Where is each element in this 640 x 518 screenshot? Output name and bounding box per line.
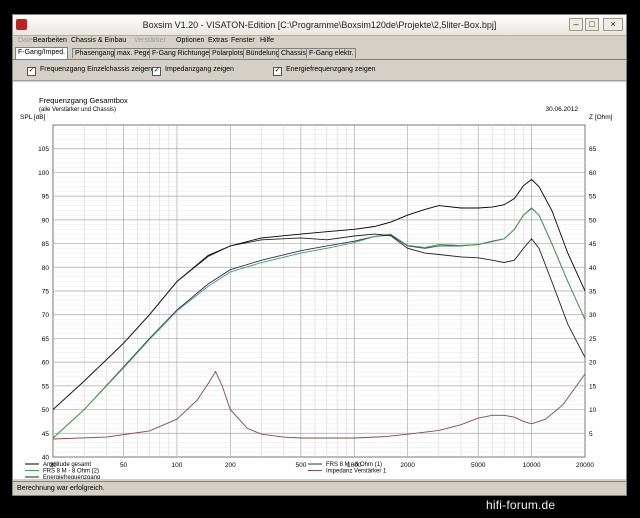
x-tick-label: 20000 bbox=[576, 462, 594, 469]
y2-tick-label: 55 bbox=[589, 194, 597, 201]
app-icon[interactable] bbox=[16, 19, 27, 30]
y2-tick-label: 40 bbox=[589, 265, 597, 272]
y-tick-label: 65 bbox=[42, 336, 50, 343]
plot-panel: Frequenzgang Gesamtbox (alle Verstärker u… bbox=[13, 82, 626, 481]
tab-fgang-elektr[interactable]: F-Gang elektr. bbox=[306, 48, 357, 58]
y2-tick-label: 10 bbox=[589, 407, 597, 414]
tab-fgang-richtungen[interactable]: F-Gang Richtungen bbox=[149, 48, 217, 58]
checkbox-einzelchassis-label: Frequenzgang Einzelchassis zeigen bbox=[40, 66, 153, 73]
chart-date: 30.06.2012 bbox=[545, 106, 578, 113]
chart-title: Frequenzgang Gesamtbox bbox=[39, 96, 128, 105]
legend-label-2: FRS 8 M - 8 Ohm (2) bbox=[43, 469, 99, 475]
y2-tick-label: 5 bbox=[589, 431, 593, 438]
options-row: ✓ Frequenzgang Einzelchassis zeigen ✓ Impe… bbox=[13, 60, 626, 81]
close-button[interactable]: × bbox=[603, 18, 623, 31]
checkbox-energiefrequenzgang-box[interactable]: ✓ bbox=[273, 67, 282, 76]
y-tick-label: 45 bbox=[42, 431, 50, 438]
menu-fenster[interactable]: Fenster bbox=[231, 37, 255, 44]
y2-axis-label: Z [Ohm] bbox=[589, 114, 613, 121]
y-tick-label: 60 bbox=[42, 360, 50, 367]
menu-extras[interactable]: Extras bbox=[208, 37, 228, 44]
menu-hilfe[interactable]: Hilfe bbox=[260, 37, 275, 44]
y2-tick-label: 25 bbox=[589, 336, 597, 343]
x-tick-label: 500 bbox=[295, 462, 306, 469]
x-tick-label: 5000 bbox=[471, 462, 486, 469]
y-tick-label: 85 bbox=[42, 241, 50, 248]
tab-fgang-imped[interactable]: F-Gang/Imped. bbox=[15, 47, 69, 59]
y-tick-label: 95 bbox=[42, 194, 50, 201]
window-title: Boxsim V1.20 - VISATON-Edition [C:\Progr… bbox=[142, 20, 497, 30]
y-tick-label: 70 bbox=[42, 312, 50, 319]
legend-label-4: Impedanz Verstärker 1 bbox=[326, 469, 387, 475]
y-axis-label: SPL [dB] bbox=[20, 114, 46, 121]
menu-verstaerker[interactable]: Verstärker bbox=[134, 37, 166, 44]
menu-chassis-einbau[interactable]: Chassis & Einbau bbox=[71, 37, 127, 44]
tab-phasengang[interactable]: Phasengang bbox=[72, 48, 118, 58]
x-tick-label: 1000 bbox=[347, 462, 362, 469]
x-tick-label: 10000 bbox=[523, 462, 541, 469]
menu-optionen[interactable]: Optionen bbox=[176, 37, 205, 44]
status-bar: Berechnung war erfolgreich. bbox=[13, 481, 626, 495]
y2-tick-label: 35 bbox=[589, 289, 597, 296]
maximize-button[interactable]: □ bbox=[585, 18, 599, 31]
y-tick-label: 80 bbox=[42, 265, 50, 272]
tab-chassis[interactable]: Chassis bbox=[278, 48, 309, 58]
menu-bar: Datei Bearbeiten Chassis & Einbau Verstä… bbox=[13, 36, 626, 47]
checkbox-energiefrequenzgang[interactable]: ✓ Energiefrequenzgang zeigen bbox=[273, 66, 376, 76]
chart-subtitle: (alle Verstärker und Chassis) bbox=[39, 107, 116, 113]
y2-tick-label: 15 bbox=[589, 383, 597, 390]
series-line-2 bbox=[52, 207, 586, 439]
y-tick-label: 50 bbox=[42, 407, 50, 414]
y2-tick-label: 45 bbox=[589, 241, 597, 248]
checkbox-impedanzgang[interactable]: ✓ Impedanzgang zeigen bbox=[152, 66, 234, 76]
legend-label-3: Energiefrequenzgang bbox=[43, 475, 100, 479]
tab-polarplots[interactable]: Polarplots bbox=[209, 48, 247, 58]
y2-tick-label: 50 bbox=[589, 217, 597, 224]
y-tick-label: 90 bbox=[42, 217, 50, 224]
y-tick-label: 100 bbox=[38, 170, 49, 177]
menu-bearbeiten[interactable]: Bearbeiten bbox=[33, 37, 67, 44]
x-tick-label: 2000 bbox=[400, 462, 415, 469]
y2-tick-label: 60 bbox=[589, 170, 597, 177]
watermark-text: hifi-forum.de bbox=[486, 498, 556, 512]
x-tick-label: 200 bbox=[225, 462, 236, 469]
x-tick-label: 100 bbox=[172, 462, 183, 469]
y-tick-label: 75 bbox=[42, 289, 50, 296]
app-window: Boxsim V1.20 - VISATON-Edition [C:\Progr… bbox=[12, 14, 627, 496]
x-tick-label: 20 bbox=[49, 462, 57, 469]
checkbox-einzelchassis[interactable]: ✓ Frequenzgang Einzelchassis zeigen bbox=[27, 66, 152, 76]
y2-tick-label: 30 bbox=[589, 312, 597, 319]
legend-label-1: FRS 8 M - 8 Ohm (1) bbox=[326, 462, 382, 468]
minimize-button[interactable]: – bbox=[569, 18, 583, 31]
x-tick-label: 50 bbox=[120, 462, 128, 469]
y2-tick-label: 65 bbox=[589, 146, 597, 153]
series-line-3 bbox=[52, 233, 586, 410]
frequency-response-chart: Frequenzgang Gesamtbox (alle Verstärker u… bbox=[20, 96, 613, 481]
checkbox-impedanzgang-box[interactable]: ✓ bbox=[152, 67, 161, 76]
title-bar[interactable]: Boxsim V1.20 - VISATON-Edition [C:\Progr… bbox=[13, 15, 626, 36]
y-tick-label: 55 bbox=[42, 383, 50, 390]
checkbox-impedanzgang-label: Impedanzgang zeigen bbox=[165, 66, 234, 73]
menu-datei[interactable]: Datei bbox=[18, 37, 35, 44]
checkbox-einzelchassis-box[interactable]: ✓ bbox=[27, 67, 36, 76]
y2-tick-label: 20 bbox=[589, 360, 597, 367]
y-tick-label: 40 bbox=[42, 455, 50, 462]
y-tick-label: 105 bbox=[38, 146, 49, 153]
tab-buendelung[interactable]: Bündelung bbox=[243, 48, 283, 58]
series-line-4 bbox=[52, 370, 586, 440]
legend-label-0: Amplitude gesamt bbox=[43, 462, 91, 468]
tab-bar: F-Gang/Imped. Phasengang max. Pegel F-Ga… bbox=[13, 47, 626, 60]
status-text: Berechnung war erfolgreich. bbox=[17, 485, 105, 492]
checkbox-energiefrequenzgang-label: Energiefrequenzgang zeigen bbox=[286, 66, 376, 73]
